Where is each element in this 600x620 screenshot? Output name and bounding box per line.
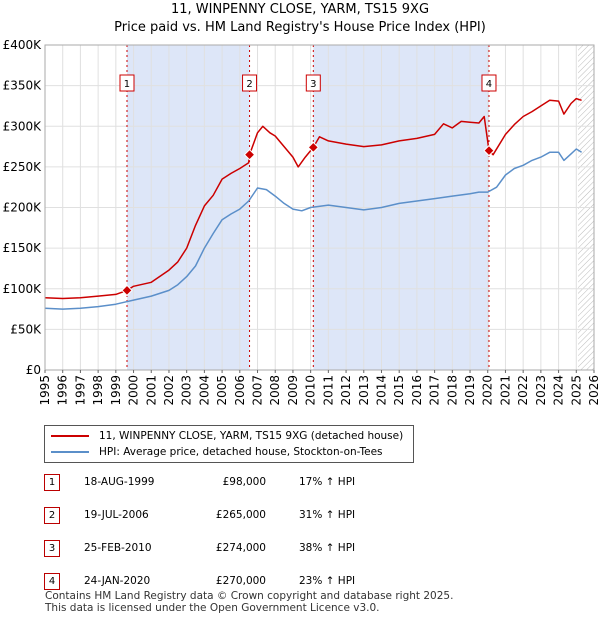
x-tick-label: 1995 bbox=[38, 375, 52, 406]
sale-date: 18-AUG-1999 bbox=[84, 476, 155, 488]
y-tick-label: £400K bbox=[3, 38, 43, 52]
x-tick-label: 2012 bbox=[339, 375, 353, 406]
x-tick-label: 1997 bbox=[73, 375, 87, 406]
price-chart: 1 2 3 4 £0 £50K £100K £150K £200K £250K £300K £350… bbox=[3, 38, 600, 406]
y-tick-label: £350K bbox=[3, 79, 43, 93]
sale-hpi-change: 38% ↑ HPI bbox=[299, 542, 356, 554]
sale-label-box bbox=[305, 74, 321, 92]
legend-swatch-property bbox=[51, 435, 89, 437]
sale-date: 19-JUL-2006 bbox=[84, 509, 149, 521]
sale-label-text: 2 bbox=[246, 79, 252, 90]
x-tick-label: 1996 bbox=[56, 375, 70, 406]
x-tick-label: 2009 bbox=[286, 375, 300, 406]
x-tick-label: 2001 bbox=[144, 375, 158, 406]
sale-price: £274,000 bbox=[215, 542, 266, 554]
sale-price: £98,000 bbox=[222, 476, 266, 488]
y-tick-label: £100K bbox=[3, 282, 43, 296]
sale-price: £265,000 bbox=[215, 509, 266, 521]
sale-number-badge: 3 bbox=[44, 540, 60, 557]
sale-date: 25-FEB-2010 bbox=[84, 542, 152, 554]
y-tick-label: £150K bbox=[3, 241, 43, 255]
x-tick-label: 2014 bbox=[374, 375, 388, 406]
sale-price: £270,000 bbox=[215, 575, 266, 587]
plot-frame bbox=[44, 44, 595, 371]
x-tick-label: 1998 bbox=[91, 375, 105, 406]
x-tick-label: 2013 bbox=[357, 375, 371, 406]
legend-item-hpi: HPI: Average price, detached house, Stoc… bbox=[51, 444, 383, 460]
x-tick-label: 2023 bbox=[534, 375, 548, 406]
x-tick-label: 2016 bbox=[410, 375, 424, 406]
x-tick-label: 2010 bbox=[304, 375, 318, 406]
legend-item-property: 11, WINPENNY CLOSE, YARM, TS15 9XG (deta… bbox=[51, 428, 403, 444]
hpi-line bbox=[44, 148, 582, 310]
sale-number-badge: 2 bbox=[44, 507, 60, 524]
x-tick-label: 2015 bbox=[392, 375, 406, 406]
sale-point bbox=[121, 284, 133, 297]
x-tick-label: 2026 bbox=[587, 375, 600, 406]
x-tick-label: 1999 bbox=[109, 375, 123, 406]
sale-point bbox=[307, 141, 320, 154]
sale-hpi-change: 31% ↑ HPI bbox=[299, 509, 356, 521]
x-tick-label: 2005 bbox=[215, 375, 229, 406]
x-tick-label: 2019 bbox=[463, 375, 477, 406]
sale-label-text: 1 bbox=[124, 79, 130, 90]
x-tick-label: 2020 bbox=[481, 375, 495, 406]
legend: 11, WINPENNY CLOSE, YARM, TS15 9XG (deta… bbox=[44, 425, 414, 463]
x-tick-label: 2004 bbox=[197, 375, 211, 406]
legend-swatch-hpi bbox=[51, 451, 89, 453]
sale-point bbox=[483, 144, 495, 157]
sale-hpi-change: 23% ↑ HPI bbox=[299, 575, 356, 587]
sale-label-text: 3 bbox=[310, 79, 316, 90]
chart-title: 11, WINPENNY CLOSE, YARM, TS15 9XG bbox=[170, 2, 430, 17]
sale-hpi-change: 17% ↑ HPI bbox=[299, 476, 356, 488]
x-tick-label: 2017 bbox=[428, 375, 442, 406]
y-tick-label: £0 bbox=[26, 363, 41, 377]
x-tick-label: 2021 bbox=[498, 375, 512, 406]
y-tick-label: £250K bbox=[3, 160, 43, 174]
footer-licence: This data is licensed under the Open Gov… bbox=[45, 602, 380, 614]
sale-row: 2 19-JUL-2006 £265,000 31% ↑ HPI bbox=[44, 507, 464, 525]
sale-label-box bbox=[119, 74, 135, 92]
sale-row: 3 25-FEB-2010 £274,000 38% ↑ HPI bbox=[44, 540, 464, 558]
footer-copyright: Contains HM Land Registry data © Crown c… bbox=[45, 590, 454, 602]
x-tick-label: 2018 bbox=[445, 375, 459, 406]
x-tick-label: 2008 bbox=[268, 375, 282, 406]
x-tick-label: 2022 bbox=[516, 375, 530, 406]
sale-label-box bbox=[481, 74, 497, 92]
sale-label-text: 4 bbox=[486, 79, 492, 90]
y-tick-label: £200K bbox=[3, 201, 43, 215]
x-tick-label: 2006 bbox=[233, 375, 247, 406]
x-tick-label: 2000 bbox=[127, 375, 141, 406]
x-tick-label: 2011 bbox=[321, 375, 335, 406]
x-tick-label: 2024 bbox=[552, 375, 566, 406]
y-tick-label: £50K bbox=[10, 322, 42, 336]
legend-label-property: 11, WINPENNY CLOSE, YARM, TS15 9XG (deta… bbox=[99, 430, 404, 442]
x-tick-label: 2007 bbox=[251, 375, 265, 406]
sale-date: 24-JAN-2020 bbox=[84, 575, 151, 587]
sale-point bbox=[243, 148, 256, 161]
x-tick-label: 2003 bbox=[180, 375, 194, 406]
sale-row: 1 18-AUG-1999 £98,000 17% ↑ HPI bbox=[44, 474, 464, 492]
legend-label-hpi: HPI: Average price, detached house, Stoc… bbox=[99, 446, 383, 458]
x-tick-label: 2002 bbox=[162, 375, 176, 406]
sale-label-box bbox=[242, 74, 258, 92]
x-tick-label: 2025 bbox=[569, 375, 583, 406]
sale-number-badge: 1 bbox=[44, 474, 60, 491]
chart-subtitle: Price paid vs. HM Land Registry's House … bbox=[114, 20, 486, 35]
sale-number-badge: 4 bbox=[44, 573, 60, 590]
y-tick-label: £300K bbox=[3, 119, 43, 133]
sale-row: 4 24-JAN-2020 £270,000 23% ↑ HPI bbox=[44, 573, 464, 591]
